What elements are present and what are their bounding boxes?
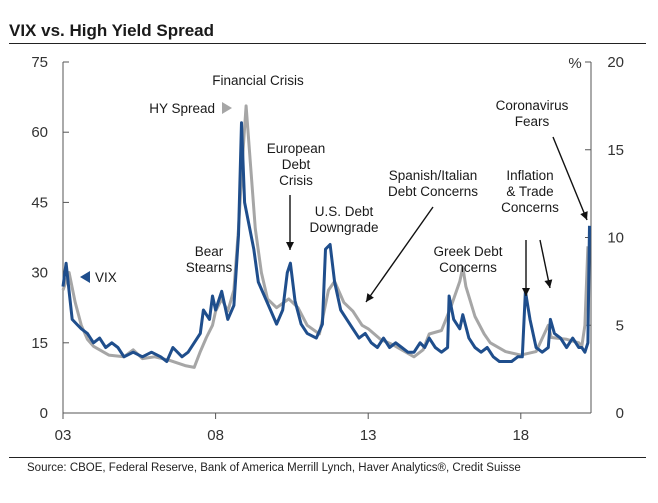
left-tick-label: 15 xyxy=(31,335,48,352)
annotation-inflation-trade: Inflation & Trade Concerns xyxy=(501,168,559,215)
vix-marker-icon xyxy=(80,271,90,283)
x-tick-label: 18 xyxy=(512,427,529,444)
annotation-us-debt: U.S. Debt Downgrade xyxy=(309,204,378,235)
spanish-italian-arrow-head xyxy=(366,293,374,302)
coronavirus-arrow-head xyxy=(580,211,588,220)
x-tick-label: 03 xyxy=(55,427,72,444)
right-tick-label: 20 xyxy=(607,54,624,71)
right-tick-label: 0 xyxy=(616,405,624,422)
left-tick-label: 30 xyxy=(31,265,48,282)
left-tick-label: 60 xyxy=(31,124,48,141)
left-tick-label: 45 xyxy=(31,194,48,211)
annotation-european-debt: European Debt Crisis xyxy=(267,141,326,188)
inflation-arrow-1-head xyxy=(522,288,530,296)
source-note: Source: CBOE, Federal Reserve, Bank of A… xyxy=(27,462,521,474)
spanish-italian-arrow xyxy=(365,206,434,303)
european-debt-arrow-head xyxy=(286,242,294,250)
left-axis-ticks: 0 15 30 45 60 75 xyxy=(31,54,69,422)
title-divider xyxy=(9,43,646,44)
series-lines xyxy=(61,104,591,369)
right-tick-label: 15 xyxy=(607,142,624,159)
annotation-spanish-italian: Spanish/Italian Debt Concerns xyxy=(388,168,478,199)
inflation-arrow-2-head xyxy=(544,279,553,288)
annotation-coronavirus: Coronavirus Fears xyxy=(496,98,569,129)
hy-spread-series-label: HY Spread xyxy=(149,101,215,116)
x-tick-label: 13 xyxy=(360,427,377,444)
chart-title: VIX vs. High Yield Spread xyxy=(9,21,215,40)
annotation-greek-debt: Greek Debt Concerns xyxy=(433,244,502,275)
coronavirus-arrow xyxy=(552,136,588,221)
left-tick-label: 75 xyxy=(31,54,48,71)
annotation-financial-crisis: Financial Crisis xyxy=(212,73,304,88)
right-tick-label: 5 xyxy=(616,317,624,334)
vix-line xyxy=(61,121,591,363)
right-tick-label: 10 xyxy=(607,230,624,247)
vix-series-label: VIX xyxy=(95,270,117,285)
hy-spread-line xyxy=(61,104,590,369)
annotation-bear-stearns: Bear Stearns xyxy=(186,244,233,275)
x-tick-label: 08 xyxy=(207,427,224,444)
inflation-arrow-2 xyxy=(539,239,551,289)
x-axis-ticks: 03 08 13 18 xyxy=(55,413,529,444)
footer-divider xyxy=(9,457,646,458)
left-tick-label: 0 xyxy=(40,405,48,422)
right-axis-unit: % xyxy=(568,55,581,72)
right-axis-ticks: 0 5 10 15 20% xyxy=(568,54,624,422)
hy-spread-marker-icon xyxy=(222,102,232,114)
annotations: Financial Crisis HY Spread VIX Bear Stearns E… xyxy=(80,73,588,303)
